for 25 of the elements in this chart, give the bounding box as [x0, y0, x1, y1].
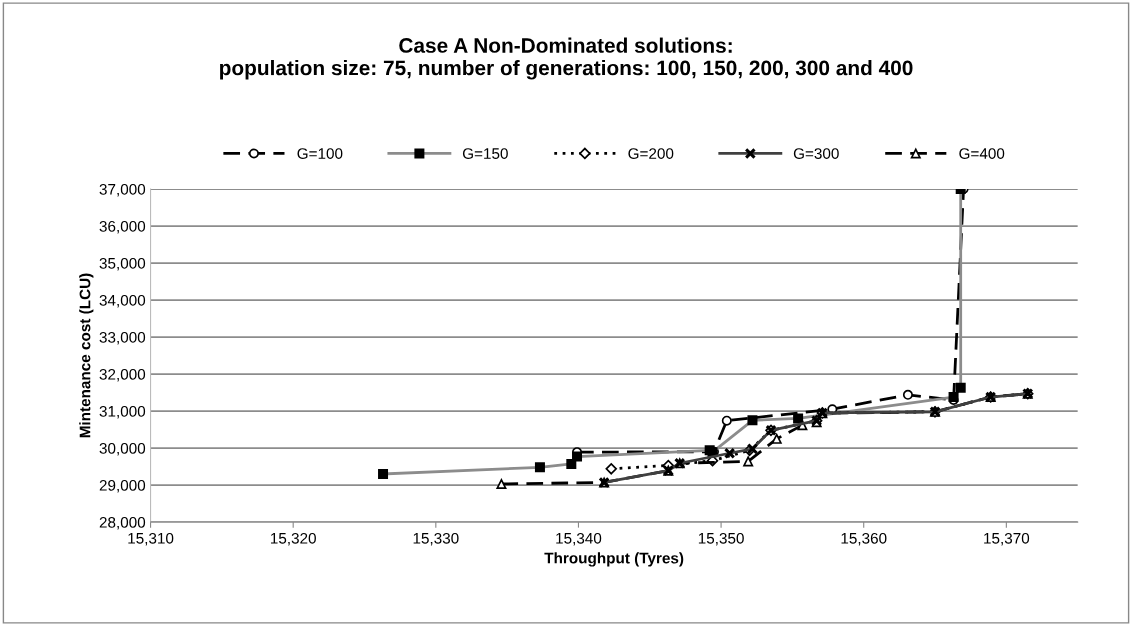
y-tick-label: 34,000 [99, 294, 146, 308]
y-tick-label: 37,000 [99, 183, 146, 197]
legend-label: G=150 [462, 148, 508, 159]
y-tick-label: 30,000 [99, 442, 146, 456]
y-axis-title: Mintenance cost (LCU) [79, 273, 94, 438]
legend-label: G=300 [793, 148, 839, 159]
legend-label: G=200 [628, 148, 674, 159]
x-axis-title: Throughput (Tyres) [544, 552, 684, 567]
y-tick-label: 32,000 [99, 368, 146, 382]
y-tick-label: 36,000 [99, 220, 146, 234]
chart-title: Case A Non-Dominated solutions: population size: 75, number of generations: 100, 150, 200, 300 and 400 [220, 37, 913, 80]
y-tick-label: 33,000 [99, 331, 146, 345]
y-tick-label: 35,000 [99, 257, 146, 271]
y-tick-label: 29,000 [99, 479, 146, 493]
x-tick-label: 15,350 [698, 532, 744, 546]
y-tick-label: 28,000 [99, 516, 146, 530]
y-tick-label: 31,000 [99, 405, 146, 419]
x-tick-label: 15,310 [128, 532, 174, 546]
x-tick-label: 15,320 [270, 532, 316, 546]
legend-label: G=400 [959, 148, 1005, 159]
x-tick-label: 15,330 [413, 532, 459, 546]
legend-label: G=100 [297, 148, 343, 159]
x-tick-label: 15,340 [556, 532, 602, 546]
x-tick-label: 15,370 [984, 532, 1030, 546]
x-tick-label: 15,360 [841, 532, 887, 546]
